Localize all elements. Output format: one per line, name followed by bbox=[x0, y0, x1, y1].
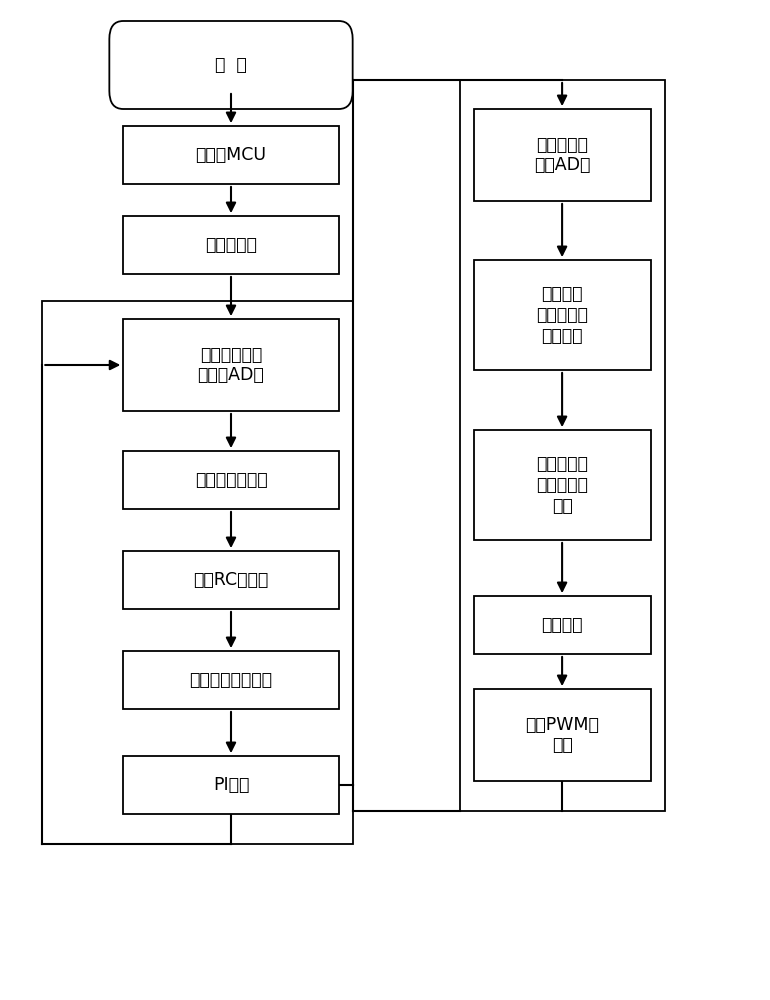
Text: 初始化变量: 初始化变量 bbox=[205, 236, 257, 254]
Bar bbox=[123, 216, 339, 274]
Bar bbox=[474, 430, 651, 540]
Bar bbox=[474, 260, 651, 370]
Bar bbox=[123, 756, 339, 814]
Text: 转换成实际转速: 转换成实际转速 bbox=[195, 471, 267, 489]
Bar bbox=[123, 126, 339, 184]
Bar bbox=[123, 651, 339, 709]
Text: 读取外部模拟
量通道AD值: 读取外部模拟 量通道AD值 bbox=[198, 346, 264, 384]
Text: 计算转子实际转速: 计算转子实际转速 bbox=[189, 671, 273, 689]
Bar bbox=[460, 80, 665, 811]
Bar bbox=[474, 689, 651, 781]
Text: 读取三路电
流的AD值: 读取三路电 流的AD值 bbox=[534, 136, 591, 174]
Text: 修正PWM占
空比: 修正PWM占 空比 bbox=[525, 716, 599, 754]
Text: 相位修正: 相位修正 bbox=[541, 616, 583, 634]
Bar bbox=[123, 319, 339, 411]
Bar bbox=[474, 109, 651, 201]
Text: 初始化MCU: 初始化MCU bbox=[196, 146, 266, 164]
Bar bbox=[123, 451, 339, 509]
Text: 开  始: 开 始 bbox=[215, 56, 247, 74]
Bar bbox=[474, 596, 651, 654]
Bar bbox=[42, 301, 353, 844]
Text: PI运算: PI运算 bbox=[213, 776, 249, 794]
Text: 计算电流
值、过零点
的时刻等: 计算电流 值、过零点 的时刻等 bbox=[536, 285, 588, 345]
Text: 获取RC捕获值: 获取RC捕获值 bbox=[193, 571, 269, 589]
Bar bbox=[123, 551, 339, 609]
FancyBboxPatch shape bbox=[109, 21, 353, 109]
Text: 计算反电势
和电流的相
位差: 计算反电势 和电流的相 位差 bbox=[536, 455, 588, 515]
